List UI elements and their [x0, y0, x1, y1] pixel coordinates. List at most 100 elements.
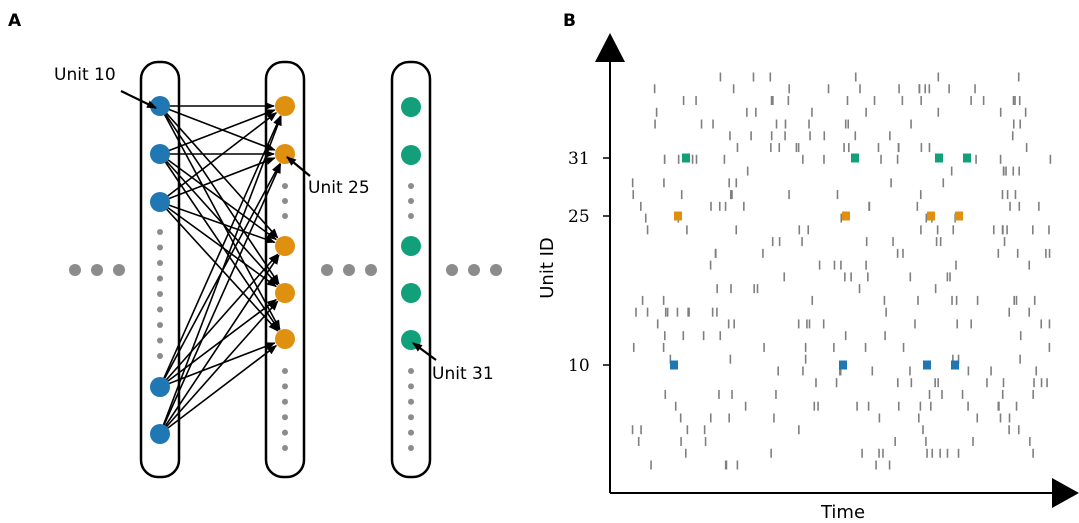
connection-2-2: [159, 201, 276, 244]
layer-3-neuron: [401, 145, 421, 165]
ellipsis-dot: [282, 445, 288, 451]
ellipsis-dot: [157, 291, 163, 297]
connection-4-4: [159, 345, 278, 435]
connection-1-4: [159, 153, 280, 331]
ellipsis-dot: [408, 398, 414, 405]
ellipsis-dot: [408, 429, 414, 436]
layer-3-container: [390, 60, 432, 479]
layer-1-neuron: [150, 377, 170, 397]
connection-1-2: [159, 153, 277, 241]
ellipsis-dot: [408, 183, 414, 189]
highlighted-spike-unit-31: [851, 153, 859, 163]
ellipsis-dot: [157, 275, 163, 282]
spike-raster: [631, 72, 1052, 470]
connection-2-4: [159, 201, 279, 332]
ellipsis-dot: [282, 414, 288, 421]
layer-2-neuron: [275, 329, 295, 349]
connection-0-1: [159, 105, 276, 151]
connection-1-3: [159, 153, 279, 286]
connection-4-0: [159, 115, 282, 435]
highlighted-spike-unit-25: [842, 211, 850, 221]
ellipsis-dot: [282, 429, 288, 436]
connection-4-3: [159, 300, 279, 435]
layer-2-neuron: [275, 236, 295, 256]
highlighted-spike-unit-31: [682, 153, 690, 163]
ellipsis-dot: [282, 368, 288, 374]
layer-ellipsis-dot: [365, 264, 377, 276]
layer-1-neuron: [150, 424, 170, 444]
neurons: [150, 96, 421, 444]
ellipsis-dot: [408, 368, 414, 374]
highlighted-spike-unit-10: [923, 360, 931, 370]
panel-b: B 31 25 10 Unit ID Time: [537, 11, 1079, 523]
y-tick-label-31: 31: [568, 149, 590, 169]
layer-ellipsis-dot: [321, 264, 333, 276]
connection-0-3: [159, 105, 280, 285]
layer-ellipsis-dot: [91, 264, 103, 276]
layer-3-neuron: [401, 97, 421, 117]
connection-4-2: [159, 254, 280, 435]
ellipsis-dot: [282, 213, 288, 219]
layer-2-neuron: [275, 283, 295, 303]
highlighted-spike-unit-10: [951, 360, 959, 370]
connection-0-4: [159, 105, 281, 331]
ellipsis-dot: [282, 398, 288, 405]
y-axis-arrow-icon: [595, 33, 625, 62]
layer-ellipsis-dot: [343, 264, 355, 276]
connection-3-4: [159, 342, 276, 388]
ellipsis-dot: [157, 322, 163, 328]
unit-25-pointer: [286, 156, 311, 177]
unit-31-pointer: [412, 342, 437, 361]
highlighted-spike-unit-25: [927, 211, 935, 221]
layer-2-neuron: [275, 96, 295, 116]
layer-ellipsis-dot: [490, 264, 502, 276]
highlighted-spike-unit-25: [674, 211, 682, 221]
unit-10-pointer: [120, 90, 157, 109]
ellipsis-dot: [157, 229, 163, 235]
ellipsis-dots: [69, 183, 502, 451]
ellipsis-dot: [157, 337, 163, 344]
y-axis-label: Unit ID: [537, 237, 558, 299]
unit-10-label: Unit 10: [54, 65, 116, 85]
connection-3-3: [159, 298, 278, 388]
connection-4-1: [159, 163, 282, 435]
panel-b-letter: B: [563, 11, 576, 31]
y-tick-label-10: 10: [568, 356, 590, 376]
connections: [159, 102, 282, 435]
connection-1-0: [159, 109, 276, 155]
ellipsis-dot: [282, 198, 288, 204]
layer-3-neuron: [401, 236, 421, 256]
x-axis-label: Time: [820, 502, 865, 523]
ellipsis-dot: [157, 306, 163, 313]
connection-3-2: [159, 253, 279, 388]
ellipsis-dot: [157, 244, 163, 251]
connection-2-0: [159, 112, 278, 203]
connection-2-1: [159, 157, 276, 203]
ellipsis-dot: [408, 383, 414, 390]
ellipsis-dot: [282, 383, 288, 390]
highlighted-spike-unit-10: [670, 360, 678, 370]
x-axis-arrow-icon: [1052, 478, 1079, 508]
ellipsis-dot: [282, 183, 288, 189]
y-tick-label-25: 25: [568, 207, 590, 227]
unit-31-label: Unit 31: [432, 364, 494, 384]
ellipsis-dot: [408, 198, 414, 204]
ellipsis-dot: [408, 445, 414, 451]
panel-a-letter: A: [8, 11, 22, 31]
layer-3-neuron: [401, 283, 421, 303]
layer-ellipsis-dot: [69, 264, 81, 276]
connection-3-0: [159, 115, 282, 388]
ellipsis-dot: [157, 260, 163, 266]
layer-ellipsis-dot: [446, 264, 458, 276]
ellipsis-dot: [157, 353, 163, 359]
layer-1-neuron: [150, 144, 170, 164]
unit-25-label: Unit 25: [308, 178, 370, 198]
layer-ellipsis-dot: [113, 264, 125, 276]
highlighted-spike-unit-10: [839, 360, 847, 370]
layer-2-container: [264, 60, 306, 479]
panel-a: A Unit 10 Unit 25 Unit 31: [8, 11, 502, 479]
layer-1-container: [139, 60, 181, 479]
ellipsis-dot: [408, 414, 414, 421]
highlighted-spike-unit-25: [955, 211, 963, 221]
